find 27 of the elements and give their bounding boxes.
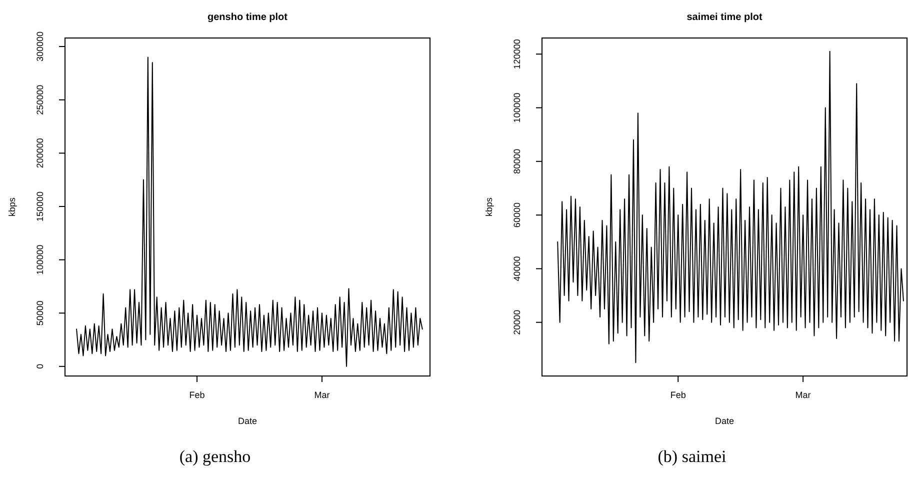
y-tick-label: 300000 xyxy=(35,32,45,62)
chart-title: saimei time plot xyxy=(686,12,763,23)
x-tick-label: Mar xyxy=(795,390,811,400)
y-axis-title: kbps xyxy=(7,196,17,217)
y-tick-label: 40000 xyxy=(512,256,522,282)
y-tick-label: 20000 xyxy=(512,310,522,335)
line-series xyxy=(76,56,423,367)
y-tick-label: 200000 xyxy=(35,138,45,168)
text: (a) gensho xyxy=(179,447,251,466)
y-tick-label: 120000 xyxy=(512,39,522,70)
x-axis-title: Date xyxy=(714,416,734,426)
y-tick-label: 100000 xyxy=(35,244,45,275)
x-tick-label: Mar xyxy=(314,390,330,400)
y-tick-label: 250000 xyxy=(35,84,45,115)
x-tick-label: Feb xyxy=(189,390,205,400)
line-series xyxy=(557,50,904,364)
text: (b) saimei xyxy=(658,447,726,466)
y-tick-label: 60000 xyxy=(512,202,522,228)
y-tick-label: 0 xyxy=(35,364,45,369)
x-axis-title: Date xyxy=(238,416,258,426)
y-tick-label: 100000 xyxy=(512,92,522,123)
x-tick-label: Feb xyxy=(670,390,686,400)
y-tick-label: 80000 xyxy=(512,148,522,174)
y-tick-label: 150000 xyxy=(35,191,45,222)
y-tick-label: 50000 xyxy=(35,300,45,326)
y-axis-title: kbps xyxy=(484,196,494,217)
chart-title: gensho time plot xyxy=(208,12,288,23)
